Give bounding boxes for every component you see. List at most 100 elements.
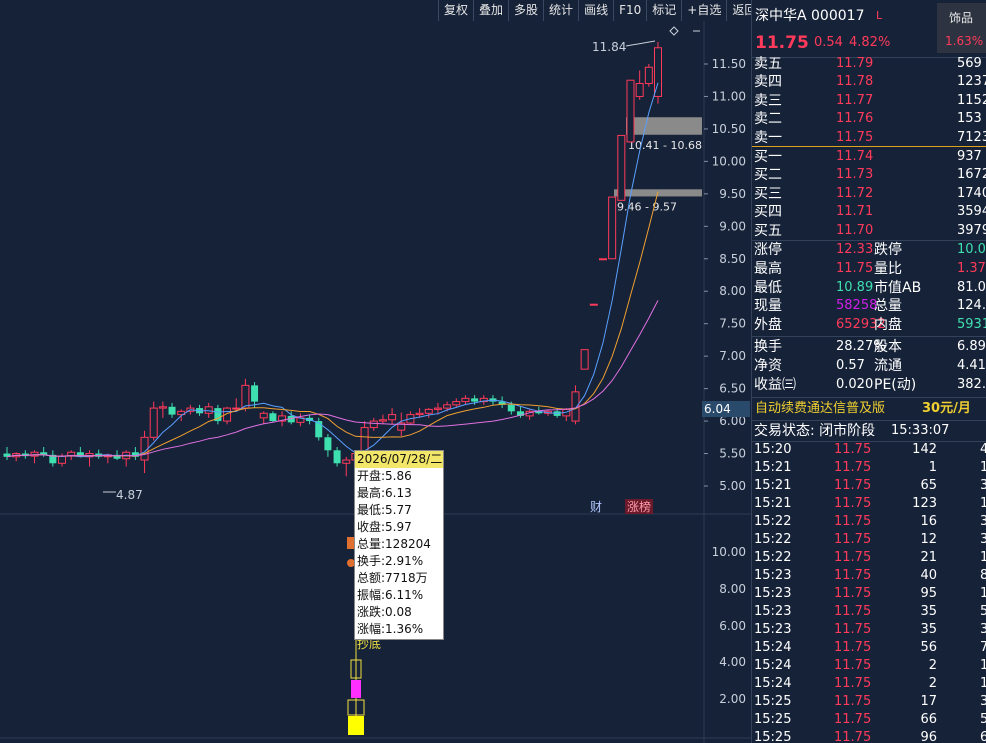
toolbar-button[interactable]: 叠加	[473, 0, 508, 21]
ad-text[interactable]: 自动续费通达信普及版	[755, 401, 886, 416]
price-axis-label: 5.00	[719, 479, 746, 493]
candle[interactable]	[498, 396, 506, 409]
tick-time: 15:21	[754, 496, 792, 511]
candle[interactable]	[635, 70, 644, 100]
candle[interactable]	[654, 41, 662, 104]
candle[interactable]	[131, 447, 139, 461]
diamond-icon[interactable]	[669, 26, 679, 36]
candle[interactable]	[369, 417, 378, 431]
candle-body	[214, 408, 222, 422]
candle[interactable]	[149, 401, 158, 441]
stat-value: 28.27%	[836, 339, 886, 354]
candle[interactable]	[644, 64, 653, 87]
price-change: 0.54	[814, 35, 843, 50]
candle[interactable]	[30, 450, 39, 464]
candle[interactable]	[269, 411, 277, 423]
toolbar-button[interactable]: 标记	[646, 0, 681, 21]
candle-tooltip: 2026/07/28/二 开盘:5.86 最高:6.13 最低:5.77 收盘:5.9…	[354, 450, 444, 640]
candle-body	[461, 397, 470, 403]
candle-body	[251, 385, 259, 402]
tick-price: 11.75	[834, 622, 872, 637]
candle[interactable]	[589, 303, 598, 306]
candle[interactable]	[113, 450, 121, 461]
sector-box[interactable]: 饰品 1.63%	[937, 3, 986, 53]
candle[interactable]	[296, 413, 305, 427]
stock-name-code[interactable]: 深中华A 000017	[755, 8, 865, 24]
candle[interactable]	[251, 382, 259, 409]
candle[interactable]	[315, 417, 323, 441]
candle-body	[415, 412, 424, 416]
toolbar-button[interactable]: 画线	[578, 0, 613, 21]
candle[interactable]	[12, 452, 21, 462]
candle-body	[535, 411, 543, 414]
candle[interactable]	[378, 414, 387, 425]
ma10-line	[6, 191, 659, 458]
candle-body	[259, 412, 268, 419]
tick-row: 15:22 11.75 21 1	[752, 549, 986, 567]
kline-chart[interactable]: 11.50 11.00 10.50 10.00 9.50 9.00 8.50 8.00 7.50…	[0, 0, 752, 743]
toolbar-button[interactable]: +自选	[681, 0, 726, 21]
toolbar-button[interactable]: 返回	[726, 0, 761, 21]
stat-label: 内盘	[874, 317, 902, 334]
trade-status-row: 交易状态: 闭市阶段 15:33:07	[752, 421, 986, 441]
candle[interactable]	[452, 398, 461, 409]
toolbar-button[interactable]: 复权	[438, 0, 473, 21]
candle[interactable]	[324, 434, 332, 457]
tick-volume: 40	[920, 568, 937, 583]
candle[interactable]	[598, 258, 607, 261]
order-level-label: 买二	[754, 167, 782, 184]
kline-chart-svg[interactable]: 11.50 11.00 10.50 10.00 9.50 9.00 8.50 8.00 7.50…	[0, 0, 752, 743]
candle[interactable]	[479, 395, 488, 405]
tick-volume: 16	[920, 514, 937, 529]
price-axis-label: 11.50	[712, 57, 746, 71]
candle[interactable]	[608, 196, 617, 260]
candle-body	[424, 408, 433, 414]
candle[interactable]	[85, 450, 94, 467]
candle[interactable]	[342, 456, 351, 477]
candle[interactable]	[214, 404, 222, 425]
tick-time: 15:23	[754, 586, 792, 601]
event-marker[interactable]	[347, 559, 355, 567]
candle[interactable]	[122, 450, 131, 467]
tick-price: 11.75	[834, 730, 872, 743]
order-level-price: 11.78	[836, 74, 874, 90]
candle[interactable]	[287, 411, 295, 425]
toolbar-button[interactable]: 多股	[508, 0, 543, 21]
tooltip-row: 最高:6.13	[357, 486, 412, 500]
candle[interactable]	[95, 449, 103, 459]
tick-time: 15:24	[754, 640, 792, 655]
candle[interactable]	[223, 406, 232, 425]
candle[interactable]	[617, 134, 626, 201]
toolbar-button[interactable]: 统计	[543, 0, 578, 21]
tooltip-row: 涨幅:1.36%	[357, 622, 424, 636]
candle[interactable]	[424, 408, 433, 418]
candle[interactable]	[433, 402, 442, 415]
candle[interactable]	[278, 411, 287, 427]
candle[interactable]	[168, 402, 176, 418]
candle[interactable]	[49, 450, 57, 467]
order-book-row: 买四 11.71 3594	[752, 203, 986, 221]
price-axis-label: 5.50	[719, 447, 746, 461]
candle[interactable]	[461, 395, 470, 405]
tick-count: 17	[980, 496, 986, 511]
candle[interactable]	[525, 409, 534, 420]
order-level-volume: 1152	[957, 92, 986, 108]
ad-row[interactable]: 自动续费通达信普及版 30元/月	[752, 399, 986, 419]
candle[interactable]	[388, 408, 397, 425]
candle[interactable]	[516, 406, 524, 418]
candle[interactable]	[158, 401, 167, 418]
candle[interactable]	[580, 349, 589, 370]
candle[interactable]	[333, 447, 341, 467]
event-marker[interactable]	[347, 537, 354, 549]
candle[interactable]	[3, 447, 11, 461]
toolbar-button[interactable]: F10	[613, 0, 646, 21]
candle[interactable]	[21, 450, 29, 459]
candle[interactable]	[562, 408, 571, 422]
candle[interactable]	[259, 411, 268, 425]
candle[interactable]	[415, 408, 424, 418]
candle-body	[49, 454, 57, 464]
tick-volume: 2	[928, 658, 937, 673]
candle[interactable]	[232, 398, 241, 412]
ad-price[interactable]: 30元/月	[922, 401, 971, 416]
candle[interactable]	[626, 79, 635, 143]
